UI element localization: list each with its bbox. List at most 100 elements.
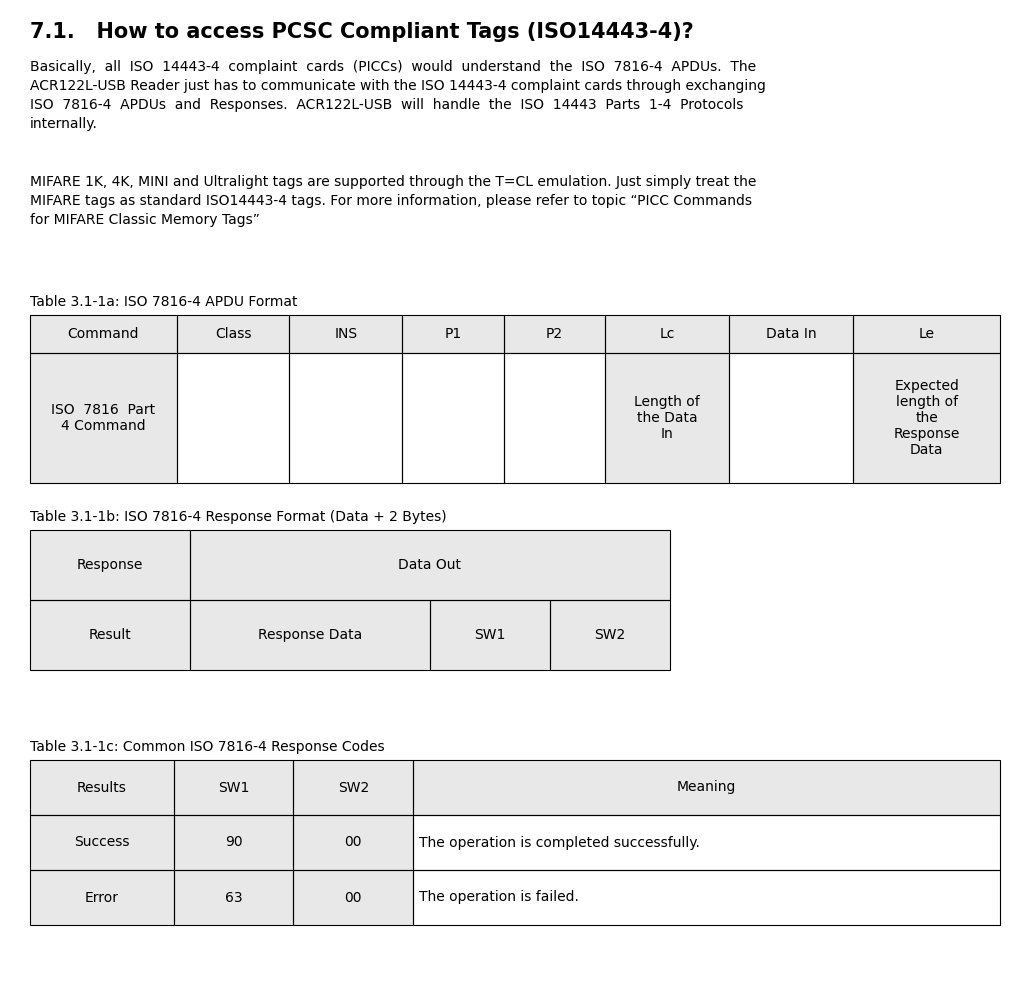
Bar <box>853 315 1000 353</box>
Text: Lc: Lc <box>659 327 675 341</box>
Text: 63: 63 <box>224 890 243 904</box>
Text: SW2: SW2 <box>338 780 369 795</box>
Text: SW1: SW1 <box>474 628 506 642</box>
Bar <box>30 815 174 870</box>
Bar <box>289 315 402 353</box>
Text: The operation is failed.: The operation is failed. <box>420 890 579 904</box>
Bar <box>30 815 174 870</box>
Bar <box>413 870 1000 925</box>
Bar <box>30 530 190 600</box>
Bar <box>174 815 293 870</box>
Bar <box>190 530 670 600</box>
Text: Error: Error <box>85 890 119 904</box>
Bar <box>729 353 853 483</box>
Text: internally.: internally. <box>30 117 98 131</box>
Text: MIFARE tags as standard ISO14443-4 tags. For more information, please refer to t: MIFARE tags as standard ISO14443-4 tags.… <box>30 194 752 208</box>
Bar <box>293 870 413 925</box>
Bar <box>413 815 1000 870</box>
Text: Table 3.1-1b: ISO 7816-4 Response Format (Data + 2 Bytes): Table 3.1-1b: ISO 7816-4 Response Format… <box>30 510 447 524</box>
Text: The operation is completed successfully.: The operation is completed successfully. <box>420 835 700 849</box>
Bar <box>503 353 606 483</box>
Text: Results: Results <box>77 780 126 795</box>
Text: Table 3.1-1c: Common ISO 7816-4 Response Codes: Table 3.1-1c: Common ISO 7816-4 Response… <box>30 740 384 754</box>
Text: Data In: Data In <box>766 327 817 341</box>
Bar <box>174 760 293 815</box>
Bar <box>30 760 174 815</box>
Bar <box>413 815 1000 870</box>
Text: ISO  7816-4  APDUs  and  Responses.  ACR122L-USB  will  handle  the  ISO  14443 : ISO 7816-4 APDUs and Responses. ACR122L-… <box>30 98 743 112</box>
Bar <box>30 760 174 815</box>
Bar <box>174 760 293 815</box>
Bar <box>30 315 177 353</box>
Bar <box>402 353 503 483</box>
Bar <box>293 870 413 925</box>
Bar <box>503 315 606 353</box>
Bar <box>402 315 503 353</box>
Text: SW2: SW2 <box>594 628 626 642</box>
Text: 7.1.   How to access PCSC Compliant Tags (ISO14443-4)?: 7.1. How to access PCSC Compliant Tags (… <box>30 22 694 42</box>
Bar <box>606 315 729 353</box>
Text: P2: P2 <box>546 327 563 341</box>
Bar <box>430 600 550 670</box>
Text: Command: Command <box>68 327 140 341</box>
Text: Response: Response <box>77 558 144 572</box>
Bar <box>190 530 670 600</box>
Bar <box>729 315 853 353</box>
Bar <box>413 760 1000 815</box>
Text: 90: 90 <box>224 835 243 849</box>
Text: Class: Class <box>214 327 252 341</box>
Bar <box>177 353 289 483</box>
Bar <box>402 315 503 353</box>
Bar <box>30 315 177 353</box>
Text: Length of
the Data
In: Length of the Data In <box>634 395 701 441</box>
Text: INS: INS <box>335 327 357 341</box>
Bar <box>550 600 670 670</box>
Bar <box>729 353 853 483</box>
Text: P1: P1 <box>445 327 462 341</box>
Text: 00: 00 <box>345 835 362 849</box>
Bar <box>289 353 402 483</box>
Bar <box>30 353 177 483</box>
Bar <box>30 353 177 483</box>
Bar <box>402 353 503 483</box>
Bar <box>503 353 606 483</box>
Text: ISO  7816  Part
4 Command: ISO 7816 Part 4 Command <box>52 403 156 433</box>
Text: ACR122L-USB Reader just has to communicate with the ISO 14443-4 complaint cards : ACR122L-USB Reader just has to communica… <box>30 79 766 93</box>
Bar <box>174 870 293 925</box>
Bar <box>289 353 402 483</box>
Text: Result: Result <box>89 628 131 642</box>
Bar <box>30 600 190 670</box>
Text: Expected
length of
the
Response
Data: Expected length of the Response Data <box>894 378 959 457</box>
Bar <box>174 870 293 925</box>
Bar <box>430 600 550 670</box>
Bar <box>606 353 729 483</box>
Text: Basically,  all  ISO  14443-4  complaint  cards  (PICCs)  would  understand  the: Basically, all ISO 14443-4 complaint car… <box>30 60 756 74</box>
Text: Meaning: Meaning <box>677 780 736 795</box>
Bar <box>853 353 1000 483</box>
Text: Success: Success <box>74 835 129 849</box>
Bar <box>550 600 670 670</box>
Bar <box>190 600 430 670</box>
Bar <box>174 815 293 870</box>
Bar <box>177 315 289 353</box>
Bar <box>190 600 430 670</box>
Bar <box>606 353 729 483</box>
Text: 00: 00 <box>345 890 362 904</box>
Bar <box>853 315 1000 353</box>
Bar <box>503 315 606 353</box>
Bar <box>293 815 413 870</box>
Text: Response Data: Response Data <box>258 628 362 642</box>
Bar <box>606 315 729 353</box>
Bar <box>30 600 190 670</box>
Bar <box>177 353 289 483</box>
Text: Table 3.1-1a: ISO 7816-4 APDU Format: Table 3.1-1a: ISO 7816-4 APDU Format <box>30 295 297 309</box>
Bar <box>289 315 402 353</box>
Text: Le: Le <box>919 327 935 341</box>
Text: MIFARE 1K, 4K, MINI and Ultralight tags are supported through the T=CL emulation: MIFARE 1K, 4K, MINI and Ultralight tags … <box>30 175 756 189</box>
Bar <box>853 353 1000 483</box>
Bar <box>30 870 174 925</box>
Bar <box>413 760 1000 815</box>
Bar <box>293 815 413 870</box>
Bar <box>293 760 413 815</box>
Text: for MIFARE Classic Memory Tags”: for MIFARE Classic Memory Tags” <box>30 213 260 227</box>
